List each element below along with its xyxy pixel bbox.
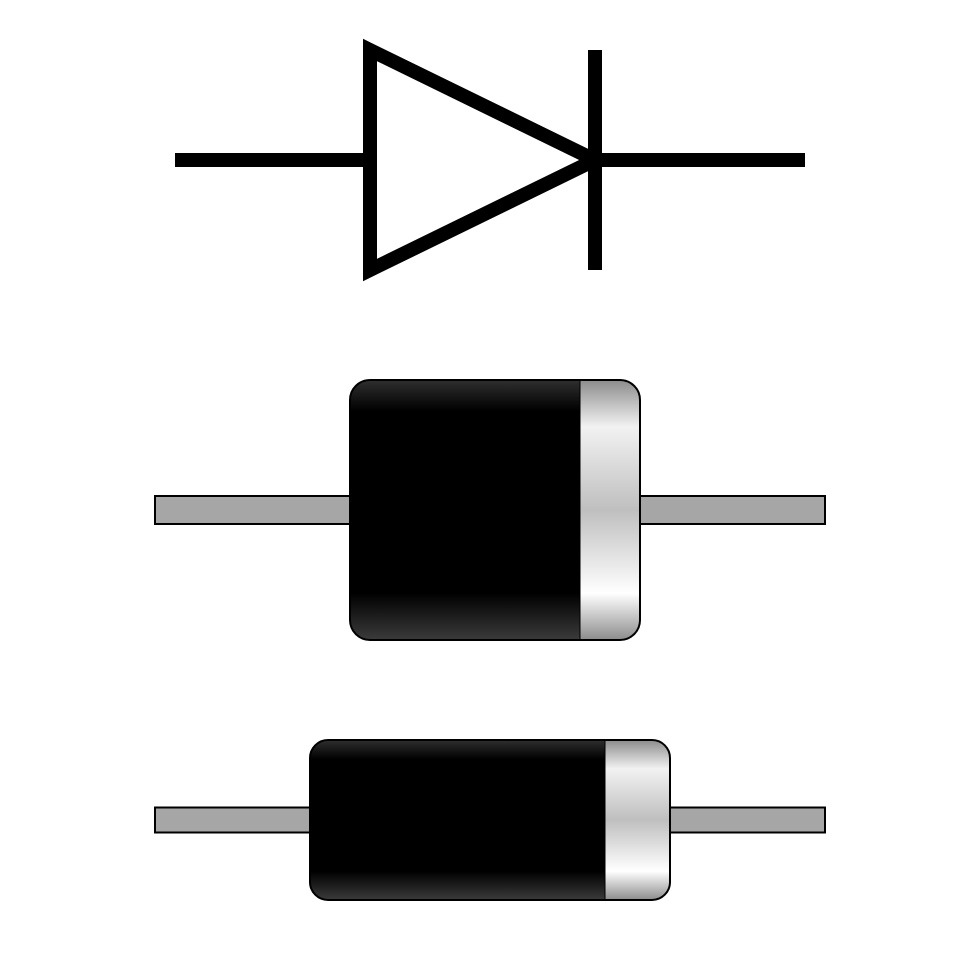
diode-diagram xyxy=(0,0,980,980)
diode-physical-large xyxy=(155,380,825,640)
diode-triangle xyxy=(370,50,595,270)
diode-body-black xyxy=(350,380,580,640)
diode-physical-small xyxy=(155,740,825,900)
diode-cathode-band xyxy=(580,380,640,640)
diode-cathode-band xyxy=(605,740,670,900)
diode-schematic-symbol xyxy=(175,50,805,270)
diode-body-black xyxy=(310,740,605,900)
diode-svg xyxy=(0,0,980,980)
